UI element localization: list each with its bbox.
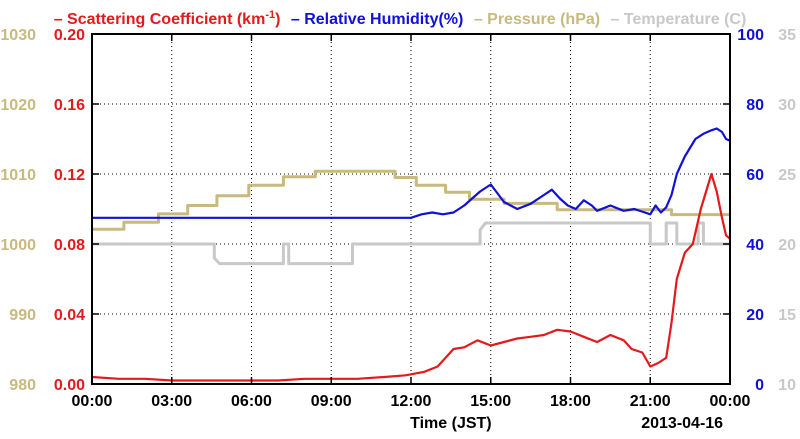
series-layer: [91, 127, 731, 382]
x-tick-label: 21:00: [630, 393, 671, 410]
temperature-tick-label: 10: [778, 377, 796, 394]
humidity-tick-label: 0: [755, 377, 764, 394]
pressure-tick-label: 1020: [0, 97, 36, 114]
legend-scattering-prefix: – Scattering Coefficient (km: [54, 11, 266, 28]
x-tick-label: 06:00: [231, 393, 272, 410]
x-tick-label: 12:00: [391, 393, 432, 410]
legend-humidity: – Relative Humidity(%): [291, 11, 463, 28]
pressure-tick-label: 1000: [0, 237, 36, 254]
legend: – Scattering Coefficient (km-1) – Relati…: [54, 9, 747, 28]
series-line-humidity: [92, 127, 731, 219]
legend-temperature: – Temperature (C): [611, 11, 747, 28]
x-tick-label: 09:00: [311, 393, 352, 410]
scattering-tick-label: 0.04: [54, 307, 85, 324]
x-tick-label: 00:00: [710, 393, 751, 410]
pressure-tick-label: 1010: [0, 167, 36, 184]
scattering-tick-label: 0.00: [54, 377, 85, 394]
temperature-tick-label: 35: [778, 27, 796, 44]
scattering-tick-label: 0.12: [54, 167, 85, 184]
series-line-temperature: [92, 221, 730, 266]
temperature-tick-label: 15: [778, 307, 796, 324]
pressure-tick-label: 990: [9, 307, 36, 324]
series-line-scattering: [91, 172, 731, 382]
x-tick-label: 18:00: [550, 393, 591, 410]
humidity-tick-label: 60: [746, 167, 764, 184]
legend-scattering: – Scattering Coefficient (km-1): [54, 9, 281, 28]
date-label: 2013-04-16: [641, 415, 723, 432]
humidity-tick-label: 40: [746, 237, 764, 254]
temperature-tick-label: 30: [778, 97, 796, 114]
axis-ticks: 00:00 03:00 06:00 09:00 12:00 15:00 18:00 21:00…: [0, 27, 796, 410]
series-line-pressure: [92, 169, 730, 231]
legend-scattering-suffix: ): [275, 11, 280, 28]
scattering-tick-label: 0.20: [54, 27, 85, 44]
legend-scattering-superscript: -1: [265, 9, 275, 21]
pressure-tick-label: 980: [9, 377, 36, 394]
scattering-tick-label: 0.08: [54, 237, 85, 254]
humidity-tick-label: 80: [746, 97, 764, 114]
x-tick-label: 03:00: [151, 393, 192, 410]
humidity-tick-label: 20: [746, 307, 764, 324]
scattering-tick-label: 0.16: [54, 97, 85, 114]
x-axis-title: Time (JST): [410, 415, 492, 432]
humidity-tick-label: 100: [737, 27, 764, 44]
temperature-tick-label: 20: [778, 237, 796, 254]
x-tick-label: 15:00: [470, 393, 511, 410]
x-tick-label: 00:00: [72, 393, 113, 410]
legend-pressure: – Pressure (hPa): [474, 11, 600, 28]
pressure-tick-label: 1030: [0, 27, 36, 44]
temperature-tick-label: 25: [778, 167, 796, 184]
